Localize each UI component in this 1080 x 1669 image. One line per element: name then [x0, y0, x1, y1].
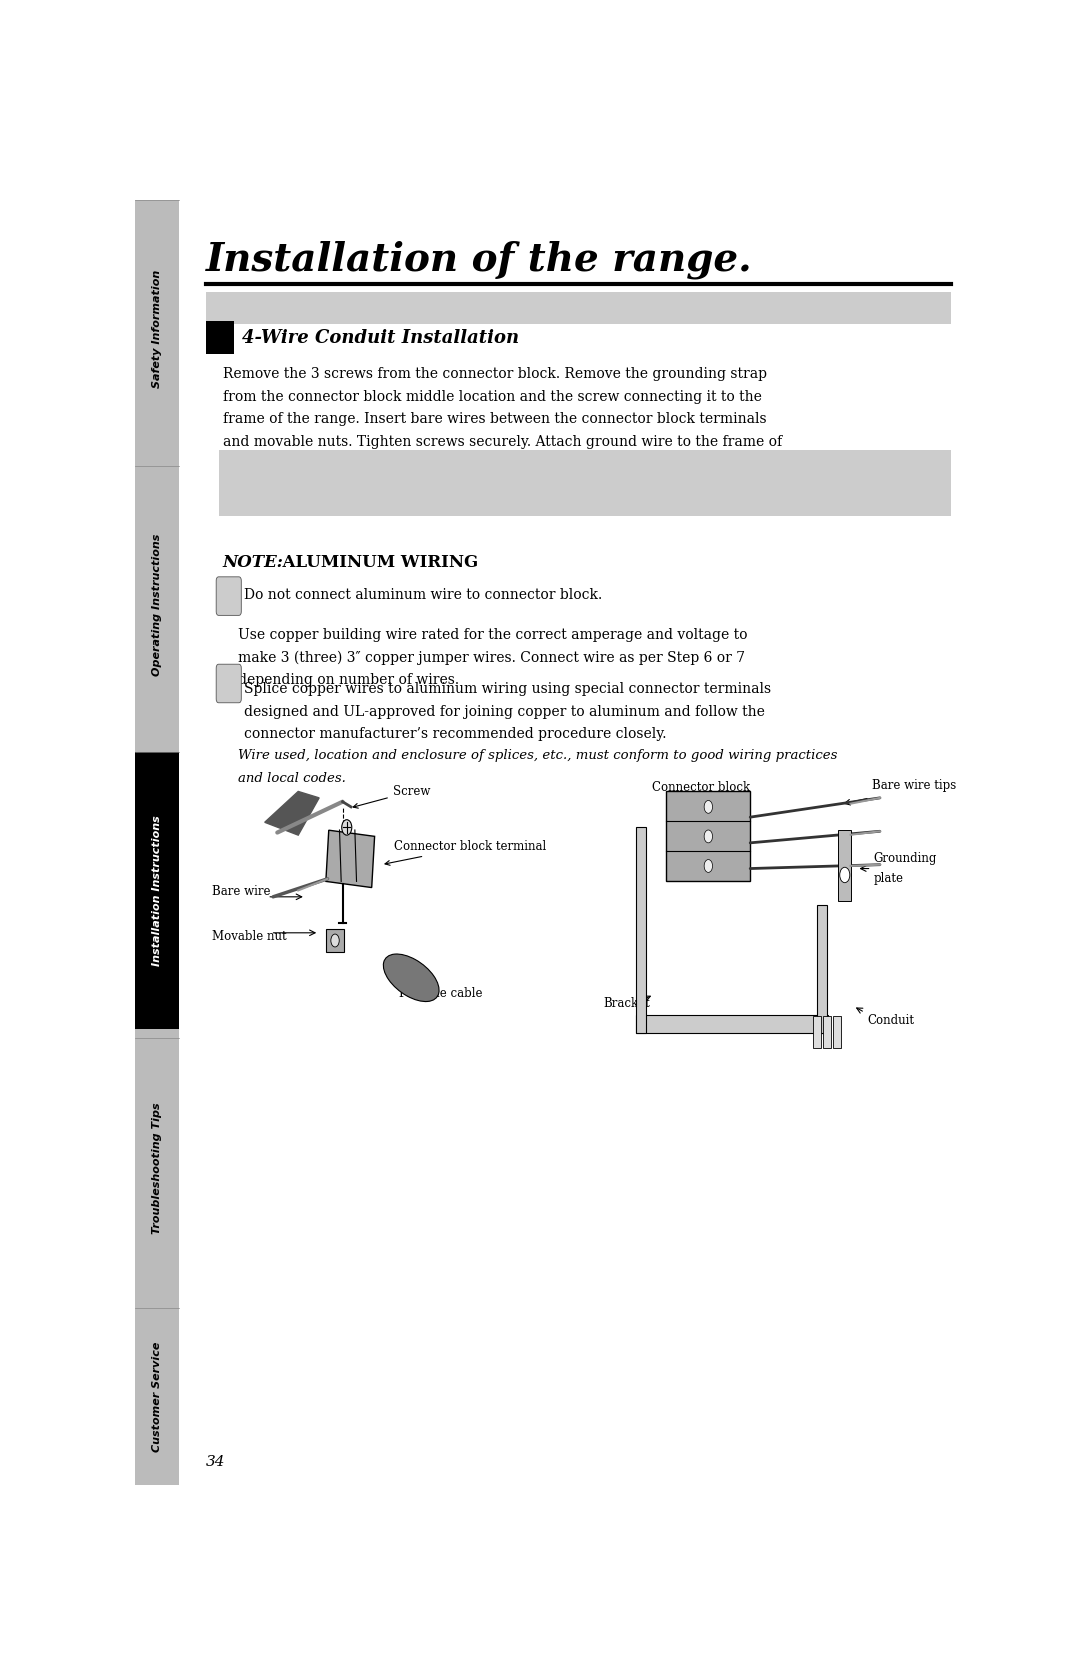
Text: NOTE:: NOTE:: [222, 554, 284, 571]
Text: Installation Instructions: Installation Instructions: [152, 814, 162, 966]
Text: Remove the 3 screws from the connector block. Remove the grounding strap: Remove the 3 screws from the connector b…: [222, 367, 767, 381]
Text: and movable nuts. Tighten screws securely. Attach ground wire to the frame of: and movable nuts. Tighten screws securel…: [222, 436, 782, 449]
Bar: [135, 200, 178, 1485]
Text: Splice copper wires to aluminum wiring using special connector terminals: Splice copper wires to aluminum wiring u…: [244, 683, 771, 696]
Bar: [218, 449, 951, 516]
Text: Connector block is approved for copper wire connection: Connector block is approved for copper w…: [298, 461, 739, 474]
Text: Bracket: Bracket: [604, 996, 650, 1010]
Bar: [206, 320, 233, 354]
Text: depending on number of wires.: depending on number of wires.: [238, 673, 459, 688]
Text: Wire used, location and enclosure of splices, etc., must conform to good wiring : Wire used, location and enclosure of spl…: [238, 749, 837, 763]
Text: Flexible cable: Flexible cable: [399, 986, 482, 1000]
Text: the range.: the range.: [222, 457, 296, 471]
Text: WARNING:: WARNING:: [222, 461, 318, 474]
Text: Connector block: Connector block: [652, 781, 751, 801]
Text: Bare wire: Bare wire: [212, 885, 270, 898]
Text: Customer Service: Customer Service: [152, 1342, 162, 1452]
Text: Grounding: Grounding: [874, 851, 936, 865]
Bar: [135, 1038, 178, 1298]
Text: Connector block terminal: Connector block terminal: [386, 840, 546, 865]
Circle shape: [704, 860, 713, 873]
Bar: [326, 829, 375, 888]
Bar: [206, 292, 951, 324]
Ellipse shape: [383, 955, 440, 1001]
Text: Do not connect aluminum wire to connector block.: Do not connect aluminum wire to connecto…: [244, 587, 602, 603]
Text: connector manufacturer’s recommended procedure closely.: connector manufacturer’s recommended pro…: [244, 728, 666, 741]
Bar: [326, 930, 345, 951]
Text: b: b: [225, 676, 233, 689]
FancyBboxPatch shape: [216, 577, 241, 616]
Text: only. If aluminum wire is used, see note below.: only. If aluminum wire is used, see note…: [222, 489, 583, 502]
Text: Use copper building wire rated for the correct amperage and voltage to: Use copper building wire rated for the c…: [238, 628, 747, 643]
Bar: [666, 791, 751, 881]
Text: Read these instructions completely and carefully.: Read these instructions completely and c…: [213, 300, 635, 315]
Circle shape: [704, 801, 713, 813]
Circle shape: [704, 829, 713, 843]
Bar: [833, 1016, 841, 1048]
Circle shape: [341, 819, 352, 834]
Text: Installation of the range.: Installation of the range.: [206, 240, 753, 279]
Text: from the connector block middle location and the screw connecting it to the: from the connector block middle location…: [222, 391, 761, 404]
Text: Bare wire tips: Bare wire tips: [872, 778, 956, 791]
Bar: [818, 905, 827, 1033]
Bar: [135, 751, 178, 1030]
FancyBboxPatch shape: [216, 664, 241, 703]
Circle shape: [330, 935, 339, 946]
Text: ALUMINUM WIRING: ALUMINUM WIRING: [271, 554, 478, 571]
Text: 4-Wire Conduit Installation: 4-Wire Conduit Installation: [242, 329, 519, 347]
Polygon shape: [265, 791, 320, 834]
Text: Conduit: Conduit: [867, 1013, 915, 1026]
Text: Safety Information: Safety Information: [152, 270, 162, 387]
Text: plate: plate: [874, 873, 903, 885]
Bar: [135, 466, 178, 743]
Bar: [635, 828, 646, 1033]
Text: Screw: Screw: [353, 784, 430, 808]
Text: and local codes.: and local codes.: [238, 771, 346, 784]
Bar: [135, 200, 178, 457]
Text: Operating Instructions: Operating Instructions: [152, 534, 162, 676]
Circle shape: [840, 868, 850, 883]
Text: Troubleshooting Tips: Troubleshooting Tips: [152, 1103, 162, 1235]
Bar: [135, 1308, 178, 1485]
Text: a: a: [225, 587, 233, 603]
Text: 7: 7: [214, 329, 226, 347]
Text: make 3 (three) 3″ copper jumper wires. Connect wire as per Step 6 or 7: make 3 (three) 3″ copper jumper wires. C…: [238, 651, 745, 666]
Bar: [635, 1015, 828, 1033]
Bar: [813, 1016, 821, 1048]
Text: 34: 34: [206, 1455, 226, 1469]
Text: Movable nut: Movable nut: [212, 930, 286, 943]
Bar: [838, 829, 851, 901]
Text: frame of the range. Insert bare wires between the connector block terminals: frame of the range. Insert bare wires be…: [222, 412, 767, 426]
Bar: [823, 1016, 832, 1048]
Text: designed and UL-approved for joining copper to aluminum and follow the: designed and UL-approved for joining cop…: [244, 704, 765, 719]
